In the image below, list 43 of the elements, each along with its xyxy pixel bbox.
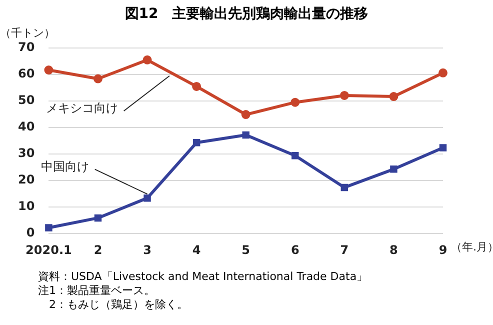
text: 2：もみじ（鶏足）を除く。: [48, 298, 189, 312]
x-tick-label: 6: [290, 242, 300, 257]
text: 中国向け: [40, 159, 89, 174]
point: [142, 55, 152, 64]
x-tick-label: 9: [438, 242, 448, 257]
point: [44, 66, 54, 75]
y-tick-label: 60: [18, 66, 35, 81]
x-tick-label: 7: [340, 242, 349, 257]
y-tick-label: 30: [18, 146, 35, 160]
x-tick-label: 8: [390, 242, 398, 257]
x-axis-title: （年.月）: [451, 240, 493, 254]
y-tick-label: 10: [18, 199, 35, 214]
text: 注1：製品重量ベース。: [38, 284, 156, 298]
point: [292, 152, 299, 160]
x-tick-label: 2020.1: [26, 242, 72, 257]
y-tick-label: 0: [26, 226, 35, 240]
point: [438, 68, 448, 78]
point: [45, 224, 52, 232]
text: メキシコ向け: [46, 101, 118, 116]
point: [389, 92, 398, 102]
point: [192, 82, 202, 91]
point: [340, 184, 348, 192]
y-tick-label: 20: [18, 172, 35, 187]
point: [93, 74, 102, 84]
y-tick-label: 70: [18, 40, 35, 54]
y-tick-label: 50: [18, 93, 35, 108]
point: [340, 90, 349, 100]
text: 資料：USDA「Livestock and Meat International Trade Data」: [38, 270, 369, 284]
point: [192, 139, 200, 146]
point: [241, 110, 250, 120]
point: [290, 98, 300, 107]
x-tick-label: 2: [94, 242, 102, 257]
x-tick-label: 3: [143, 242, 152, 257]
point: [94, 214, 102, 222]
point: [390, 166, 398, 173]
point: [144, 194, 151, 202]
x-tick-label: 5: [242, 242, 250, 257]
point: [242, 131, 250, 139]
y-axis-title: （千トン）: [0, 26, 55, 40]
x-tick-label: 4: [192, 242, 201, 257]
point: [439, 144, 447, 152]
chart-title: 図12 主要輸出先別鶏肉輸出量の推移: [124, 4, 370, 24]
y-tick-label: 40: [18, 120, 35, 134]
